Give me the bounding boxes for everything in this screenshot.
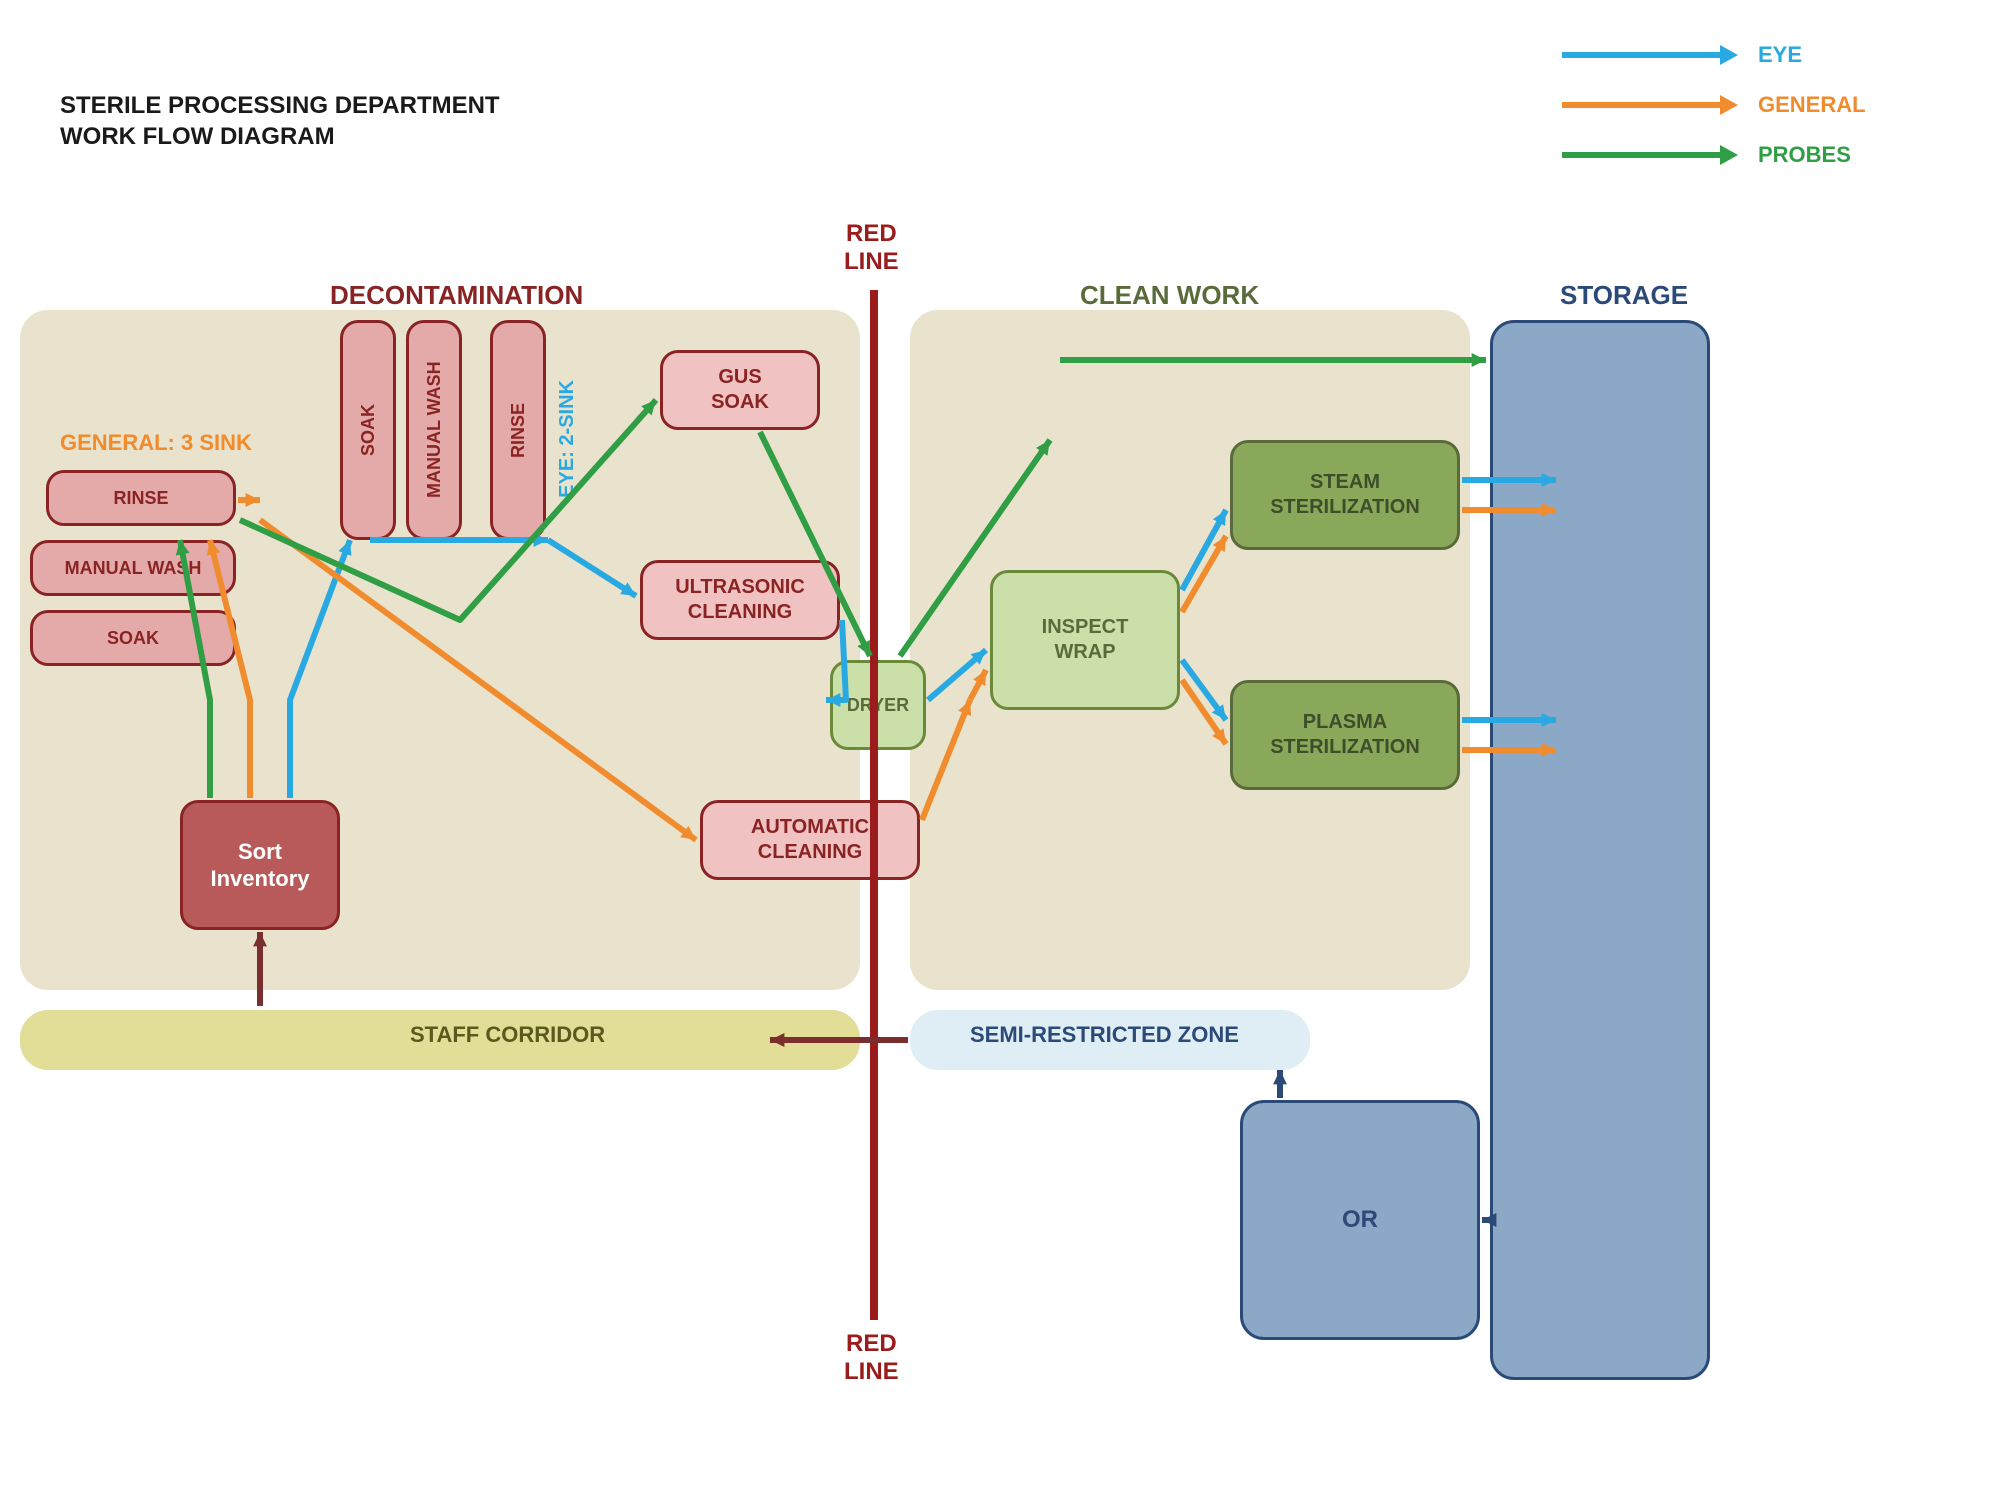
box-manual-wash-2: MANUAL WASH bbox=[406, 320, 462, 540]
box-storage bbox=[1490, 320, 1710, 1380]
staff-corridor-label: STAFF CORRIDOR bbox=[410, 1022, 605, 1048]
box-sort-inv: Sort Inventory bbox=[180, 800, 340, 930]
decon-label: DECONTAMINATION bbox=[330, 280, 583, 311]
semi-restricted-label: SEMI-RESTRICTED ZONE bbox=[970, 1022, 1239, 1048]
storage-label: STORAGE bbox=[1560, 280, 1688, 311]
box-plasma: PLASMA STERILIZATION bbox=[1230, 680, 1460, 790]
red-line-label-top: REDLINE bbox=[844, 220, 899, 276]
box-ultrasonic: ULTRASONIC CLEANING bbox=[640, 560, 840, 640]
legend-row-eye: EYE bbox=[1560, 40, 1802, 70]
clean-label: CLEAN WORK bbox=[1080, 280, 1259, 311]
box-soak-2: SOAK bbox=[340, 320, 396, 540]
legend-row-probes: PROBES bbox=[1560, 140, 1851, 170]
box-soak-3: SOAK bbox=[30, 610, 236, 666]
eye-2sink-label: EYE: 2-SINK bbox=[556, 380, 579, 498]
legend-label: GENERAL bbox=[1758, 92, 1866, 118]
legend-label: PROBES bbox=[1758, 142, 1851, 168]
general-3sink: GENERAL: 3 SINK bbox=[60, 430, 252, 456]
box-rinse-3: RINSE bbox=[46, 470, 236, 526]
box-rinse-2: RINSE bbox=[490, 320, 546, 540]
legend-row-general: GENERAL bbox=[1560, 90, 1866, 120]
box-dryer: DRYER bbox=[830, 660, 926, 750]
legend-label: EYE bbox=[1758, 42, 1802, 68]
box-or: OR bbox=[1240, 1100, 1480, 1340]
box-automatic: AUTOMATIC CLEANING bbox=[700, 800, 920, 880]
title-line1: STERILE PROCESSING DEPARTMENT bbox=[60, 90, 500, 121]
box-manual-wash-3: MANUAL WASH bbox=[30, 540, 236, 596]
red-line-label-bottom: REDLINE bbox=[844, 1330, 899, 1386]
box-inspect-wrap: INSPECT WRAP bbox=[990, 570, 1180, 710]
page-title: STERILE PROCESSING DEPARTMENT WORK FLOW … bbox=[60, 90, 500, 152]
box-steam: STEAM STERILIZATION bbox=[1230, 440, 1460, 550]
title-line2: WORK FLOW DIAGRAM bbox=[60, 121, 500, 152]
box-gus-soak: GUS SOAK bbox=[660, 350, 820, 430]
